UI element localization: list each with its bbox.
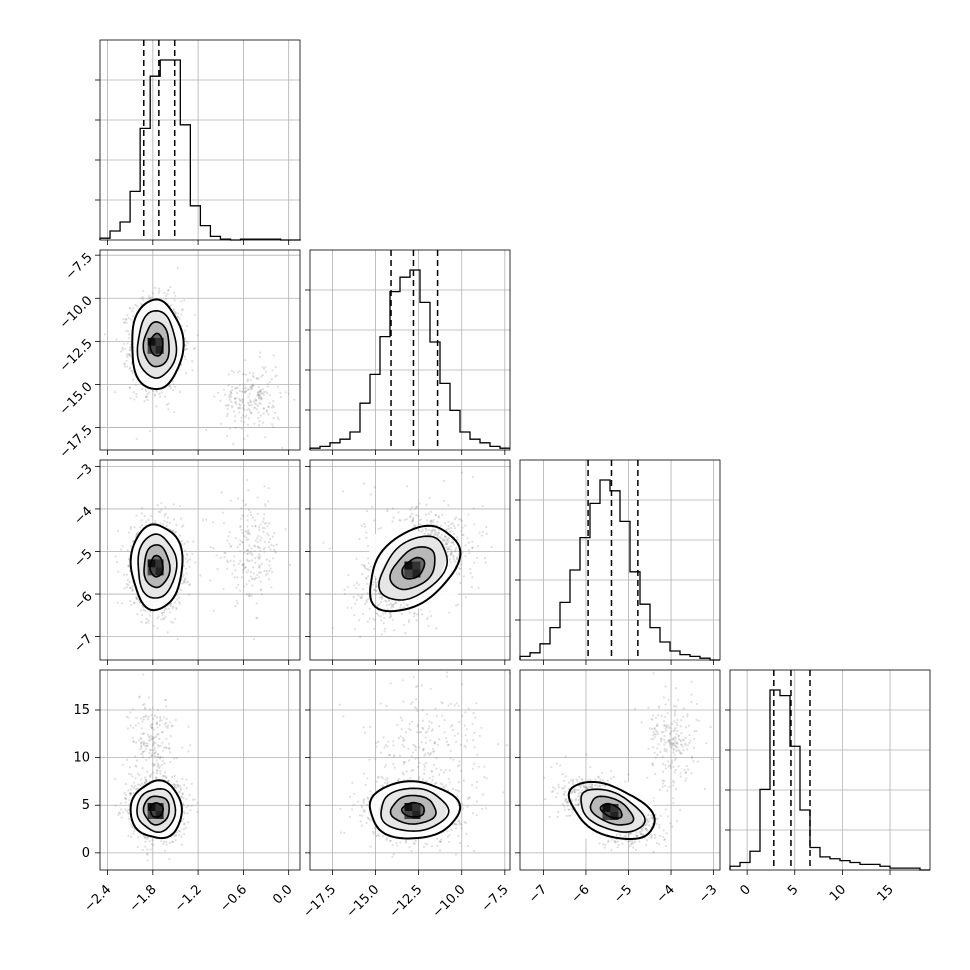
x-tick-label-2: −3 <box>696 882 720 906</box>
contour-0 <box>149 332 164 357</box>
contour-2 <box>580 788 646 833</box>
x-tick-label-3: 0 <box>738 882 754 898</box>
histogram-0 <box>99 59 301 241</box>
x-tick-label-3: 15 <box>875 882 897 904</box>
histogram-1 <box>309 269 510 450</box>
hist-panel-1 <box>305 249 511 455</box>
contour-2 <box>137 533 178 599</box>
x-tick-label-1: −17.5 <box>300 882 339 921</box>
y-tick-label-1: −17.5 <box>57 423 96 462</box>
panel-frame <box>99 39 301 241</box>
contour-3 <box>129 523 184 612</box>
contour-1 <box>142 320 170 368</box>
contour-3 <box>131 298 185 391</box>
y-tick-label-2: −6 <box>71 589 95 613</box>
y-tick-label-3: 10 <box>73 751 90 766</box>
x-tick-label-1: −12.5 <box>387 882 426 921</box>
contour-2 <box>136 787 177 834</box>
contour-3 <box>129 779 183 840</box>
y-tick-label-3: 15 <box>73 703 90 718</box>
y-tick-label-2: −7 <box>71 632 95 656</box>
density-core <box>602 803 619 820</box>
panel-frame <box>729 669 931 871</box>
x-tick-label-1: −7.5 <box>479 882 512 915</box>
contour-0 <box>149 554 164 578</box>
contour-1 <box>142 795 171 826</box>
panel-frame <box>519 459 721 661</box>
y-tick-label-3: 5 <box>82 798 90 813</box>
panel-frame <box>309 249 511 451</box>
contour-0 <box>599 802 623 819</box>
x-tick-label-0: −1.2 <box>172 882 205 915</box>
panel-frame <box>309 459 511 661</box>
scatter-panel-0-1 <box>95 249 301 455</box>
density-core <box>404 561 421 578</box>
contour-2 <box>378 535 449 601</box>
y-tick-label-1: −12.5 <box>57 336 96 375</box>
contour-3 <box>369 524 462 613</box>
contour-1 <box>143 544 171 589</box>
x-tick-label-0: −2.4 <box>81 882 114 915</box>
panel-frame <box>99 459 301 661</box>
contour-2 <box>380 787 450 832</box>
x-tick-label-3: 10 <box>827 882 849 904</box>
y-tick-label-1: −10.0 <box>57 293 96 332</box>
x-tick-label-1: −15.0 <box>344 882 383 921</box>
x-tick-label-2: −6 <box>569 882 593 906</box>
contour-1 <box>389 546 436 591</box>
hist-panel-0 <box>95 39 301 245</box>
contour-3 <box>567 780 656 840</box>
scatter-panel-0-3 <box>95 669 301 875</box>
hist-panel-3 <box>725 669 931 875</box>
contour-2 <box>136 309 178 379</box>
x-tick-label-0: −1.8 <box>127 882 160 915</box>
y-tick-label-1: −15.0 <box>57 380 96 419</box>
contour-0 <box>400 801 425 818</box>
contour-1 <box>389 794 437 825</box>
y-tick-label-3: 0 <box>82 846 90 861</box>
x-tick-label-0: −0.6 <box>217 882 250 915</box>
contour-3 <box>368 780 462 840</box>
x-tick-label-2: −5 <box>611 882 635 906</box>
contour-0 <box>149 802 164 818</box>
density-core <box>404 803 421 819</box>
y-tick-label-2: −3 <box>71 461 95 485</box>
y-tick-label-2: −5 <box>71 547 95 571</box>
panel-frame <box>519 669 721 871</box>
panel-frame <box>99 669 301 871</box>
x-tick-label-2: −7 <box>526 882 550 906</box>
scatter-panel-2-3 <box>515 669 721 875</box>
histogram-3 <box>729 689 930 871</box>
x-tick-label-2: −4 <box>654 882 678 906</box>
histogram-2 <box>519 479 720 661</box>
scatter-panel-0-2 <box>95 459 301 665</box>
y-tick-label-1: −7.5 <box>63 250 96 283</box>
x-tick-label-3: 5 <box>785 882 801 898</box>
hist-panel-2 <box>515 459 721 665</box>
panel-frame <box>99 249 301 451</box>
panel-frame <box>309 669 511 871</box>
scatter-panel-1-3 <box>305 669 511 875</box>
x-tick-label-1: −10.0 <box>430 882 469 921</box>
x-tick-label-0: 0.0 <box>270 882 295 907</box>
contour-1 <box>589 795 635 826</box>
scatter-panel-1-2 <box>305 459 511 665</box>
density-core <box>147 559 164 576</box>
contour-0 <box>401 556 426 580</box>
y-tick-label-2: −4 <box>71 504 95 528</box>
